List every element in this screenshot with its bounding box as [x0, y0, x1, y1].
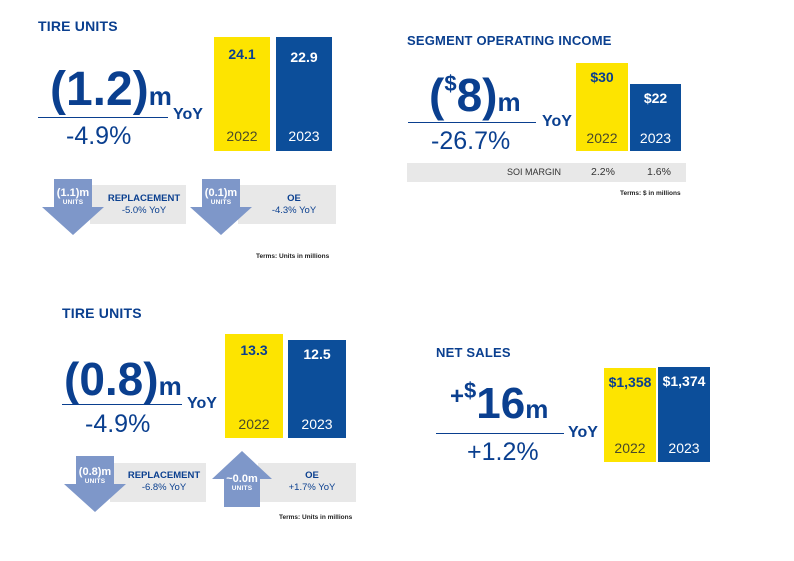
- replacement-label: REPLACEMENT -6.8% YoY: [127, 470, 201, 493]
- bar-2023: $1,374 2023: [658, 367, 710, 462]
- breakdown-panel: [110, 463, 206, 502]
- bar-2022: 13.3 2022: [225, 334, 283, 438]
- yoy-label: YoY: [542, 113, 572, 130]
- tire-units-title-2: TIRE UNITS: [62, 305, 142, 321]
- bar-year-label: 2022: [226, 128, 258, 144]
- soi-margin-label: SOI MARGIN: [507, 167, 562, 177]
- bar-2023: 22.9 2023: [276, 37, 332, 151]
- soi-change: ($8)m: [429, 69, 521, 121]
- tire-units-change-1: (1.2)m: [50, 63, 172, 116]
- terms-note: Terms: Units in millions: [279, 514, 353, 521]
- yoy-label: YoY: [187, 395, 217, 412]
- bar-value-label: $1,358: [608, 374, 652, 390]
- oe-label: OE +1.7% YoY: [288, 470, 336, 493]
- bar-year-label: 2023: [288, 128, 320, 144]
- yoy-label: YoY: [173, 106, 203, 123]
- bar-year-label: 2023: [301, 416, 333, 432]
- yoy-label: YoY: [568, 424, 598, 441]
- soi-margin-2023: 1.6%: [647, 166, 671, 178]
- net-sales-change: +$16m: [450, 378, 549, 428]
- bar-value-label: $1,374: [662, 373, 706, 389]
- bar-value-label: 12.5: [303, 346, 331, 362]
- terms-note: Terms: Units in millions: [256, 253, 330, 260]
- up-arrow-icon: ~0.0m UNITS: [212, 451, 272, 507]
- breakdown-panel: [258, 463, 356, 502]
- breakdown-panel: [238, 185, 336, 224]
- bar-value-label: 13.3: [240, 342, 268, 358]
- soi-percent: -26.7%: [431, 127, 511, 155]
- tire-units-change-2: (0.8)m: [64, 353, 182, 405]
- bar-value-label: $30: [590, 69, 614, 85]
- oe-label: OE -4.3% YoY: [271, 193, 317, 216]
- down-arrow-icon: (1.1)m UNITS: [42, 179, 104, 235]
- tire-units-percent-2: -4.9%: [85, 410, 151, 438]
- down-arrow-icon: (0.1)m UNITS: [190, 179, 252, 235]
- replacement-label: REPLACEMENT -5.0% YoY: [107, 193, 181, 216]
- breakdown-panel: [90, 185, 186, 224]
- bar-value-label: 22.9: [290, 49, 318, 65]
- net-sales-title: NET SALES: [436, 345, 511, 360]
- divider: [62, 404, 182, 405]
- bar-year-label: 2022: [586, 130, 618, 146]
- bar-year-label: 2022: [614, 440, 646, 456]
- bar-value-label: $22: [643, 90, 668, 106]
- divider: [436, 433, 564, 434]
- tire-units-title-1: TIRE UNITS: [38, 18, 118, 34]
- bar-2023: $22 2023: [630, 84, 681, 151]
- net-sales-percent: +1.2%: [467, 438, 539, 466]
- divider: [408, 122, 536, 123]
- terms-note: Terms: $ in millions: [620, 190, 681, 197]
- bar-year-label: 2023: [639, 130, 672, 146]
- bar-2022: $30 2022: [576, 63, 628, 151]
- bar-2022: $1,358 2022: [604, 368, 656, 462]
- soi-title: SEGMENT OPERATING INCOME: [407, 33, 612, 48]
- bar-year-label: 2022: [238, 416, 270, 432]
- bar-2022: 24.1 2022: [214, 37, 270, 151]
- bar-2023: 12.5 2023: [288, 340, 346, 438]
- soi-margin-2022: 2.2%: [591, 166, 615, 178]
- down-arrow-icon: (0.8)m UNITS: [64, 456, 126, 512]
- tire-units-percent-1: -4.9%: [66, 122, 132, 150]
- bar-year-label: 2023: [668, 440, 700, 456]
- soi-margin-row: SOI MARGIN 2.2% 1.6%: [407, 163, 686, 182]
- divider: [38, 117, 168, 118]
- bar-value-label: 24.1: [228, 46, 256, 62]
